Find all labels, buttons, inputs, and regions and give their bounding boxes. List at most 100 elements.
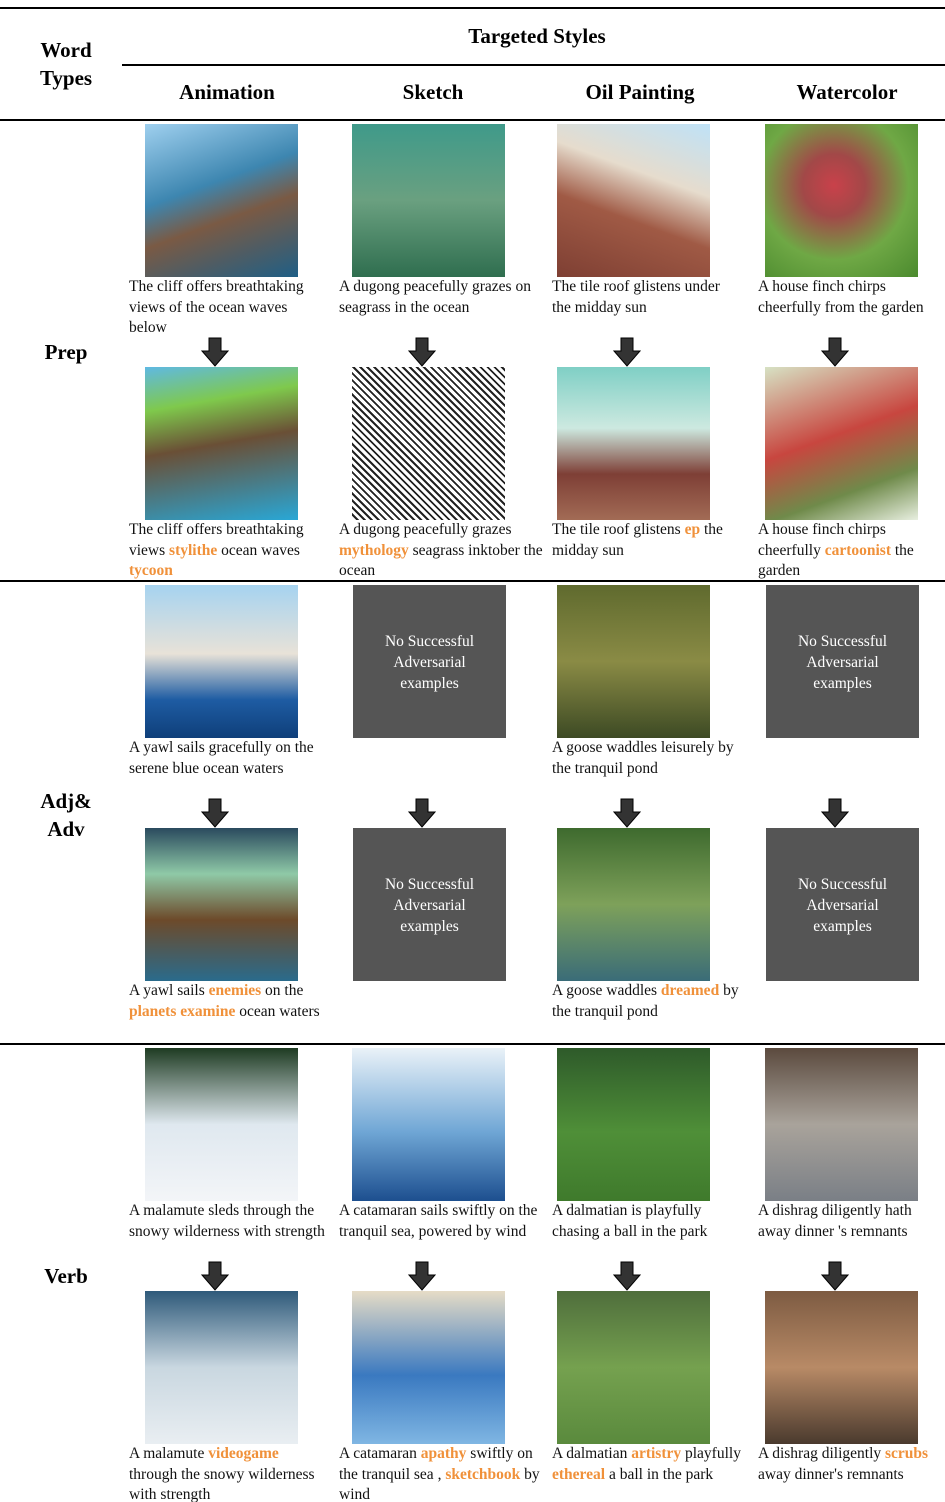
adversarial-word: stylithe (169, 541, 218, 559)
image (765, 1048, 918, 1201)
style-header: Sketch (402, 80, 464, 104)
caption-text: ocean waters (235, 1002, 320, 1020)
section-rule (0, 580, 945, 582)
caption-text: A catamaran (339, 1445, 421, 1462)
caption: A house finch chirps cheerfully cartooni… (758, 520, 945, 582)
caption: A yawl sails enemies on the planets exam… (129, 981, 329, 1022)
image (765, 1291, 918, 1444)
caption-text: A malamute (129, 1445, 209, 1462)
image (557, 367, 710, 520)
arrow-shape (613, 798, 641, 828)
caption-text: by the tranquil pond (552, 982, 739, 1020)
word-types-header: Word Types (39, 38, 93, 90)
arrow (408, 1261, 436, 1291)
header-bottom-rule (0, 119, 945, 121)
adversarial-word: planets examine (129, 1002, 236, 1020)
caption-text: A yawl sails (129, 982, 209, 999)
arrow (408, 798, 436, 828)
adversarial-word: cartoonist (824, 541, 891, 559)
image (145, 1291, 298, 1444)
caption-text: A goose waddles leisurely by the tranqui… (552, 739, 734, 777)
section-rule (0, 1043, 945, 1045)
word-type-label: Prep (44, 340, 88, 364)
caption-text: on the (261, 982, 304, 999)
caption: The cliff offers breathtaking views styl… (129, 520, 329, 582)
image (145, 1048, 298, 1201)
caption: A dugong peacefully grazes mythology sea… (339, 520, 544, 582)
caption-text: A dalmatian (552, 1445, 632, 1462)
caption: A malamute sleds through the snowy wilde… (129, 1201, 329, 1242)
caption: The tile roof glistens ep the midday sun (552, 520, 742, 561)
adversarial-word: enemies (208, 982, 262, 999)
arrow-shape (821, 1261, 849, 1291)
caption-text: a ball in the park (605, 1465, 714, 1483)
caption-text: the midday sun (552, 521, 723, 559)
arrow (408, 337, 436, 367)
arrow-shape (821, 337, 849, 367)
arrow (201, 1261, 229, 1291)
style-header: Watercolor (796, 80, 898, 104)
image (557, 585, 710, 738)
arrow-shape (201, 798, 229, 828)
word-type-label: Adj& Adv (40, 789, 92, 841)
arrow (201, 798, 229, 828)
arrow-shape (408, 337, 436, 367)
caption: A goose waddles dreamed by the tranquil … (552, 981, 742, 1022)
caption: A malamute videogame through the snowy w… (129, 1444, 329, 1502)
image (765, 367, 918, 520)
image (352, 367, 505, 520)
caption-text: A dugong peacefully grazes (339, 521, 512, 538)
caption-text: The tile roof glistens under the midday … (552, 278, 720, 316)
caption-text: A dalmatian is playfully chasing a ball … (552, 1202, 708, 1240)
caption-text: The tile roof glistens (552, 521, 685, 538)
caption: A dalmatian artistry playfully ethereal … (552, 1444, 742, 1485)
arrow (821, 337, 849, 367)
image (557, 1048, 710, 1201)
caption: A dishrag diligently scrubs away dinner'… (758, 1444, 945, 1485)
caption-text: A yawl sails gracefully on the serene bl… (129, 739, 314, 777)
caption: The tile roof glistens under the midday … (552, 277, 742, 318)
adversarial-word: scrubs (885, 1445, 929, 1462)
arrow-shape (201, 337, 229, 367)
caption: A dalmatian is playfully chasing a ball … (552, 1201, 742, 1242)
caption: A yawl sails gracefully on the serene bl… (129, 738, 329, 779)
arrow (821, 798, 849, 828)
image (352, 1048, 505, 1201)
caption: The cliff offers breathtaking views of t… (129, 277, 329, 339)
caption-text: playfully (681, 1445, 741, 1462)
word-type-label: Verb (44, 1264, 88, 1288)
caption: A goose waddles leisurely by the tranqui… (552, 738, 742, 779)
adversarial-word: mythology (339, 541, 409, 559)
caption-text: A dugong peacefully grazes on seagrass i… (339, 278, 531, 316)
image (145, 585, 298, 738)
arrow (821, 1261, 849, 1291)
adversarial-word: artistry (631, 1445, 682, 1462)
image (557, 1291, 710, 1444)
caption: A house finch chirps cheerfully from the… (758, 277, 945, 318)
arrow-shape (821, 798, 849, 828)
adversarial-word: apathy (420, 1445, 467, 1462)
targeted-styles-header: Targeted Styles (468, 24, 606, 48)
caption-text: A catamaran sails swiftly on the tranqui… (339, 1202, 538, 1240)
style-header: Animation (179, 80, 275, 104)
caption-text: A house finch chirps cheerfully from the… (758, 278, 924, 316)
image (557, 828, 710, 981)
arrow (613, 337, 641, 367)
arrow-shape (408, 798, 436, 828)
caption-text: the garden (758, 541, 914, 580)
adversarial-word: ethereal (552, 1465, 606, 1483)
arrow (613, 1261, 641, 1291)
top-rule (0, 7, 945, 9)
adversarial-word: tycoon (129, 562, 173, 579)
caption-text: ocean waves (217, 541, 300, 559)
image (352, 1291, 505, 1444)
caption-text: A house finch chirps cheerfully (758, 521, 886, 559)
image (352, 124, 505, 277)
arrow (201, 337, 229, 367)
placeholder-box: No Successful Adversarial examples (766, 828, 919, 981)
arrow-shape (613, 1261, 641, 1291)
placeholder-box: No Successful Adversarial examples (766, 585, 919, 738)
caption-text: A dishrag diligently hath away dinner 's… (758, 1202, 912, 1240)
caption-text: by wind (339, 1465, 540, 1502)
